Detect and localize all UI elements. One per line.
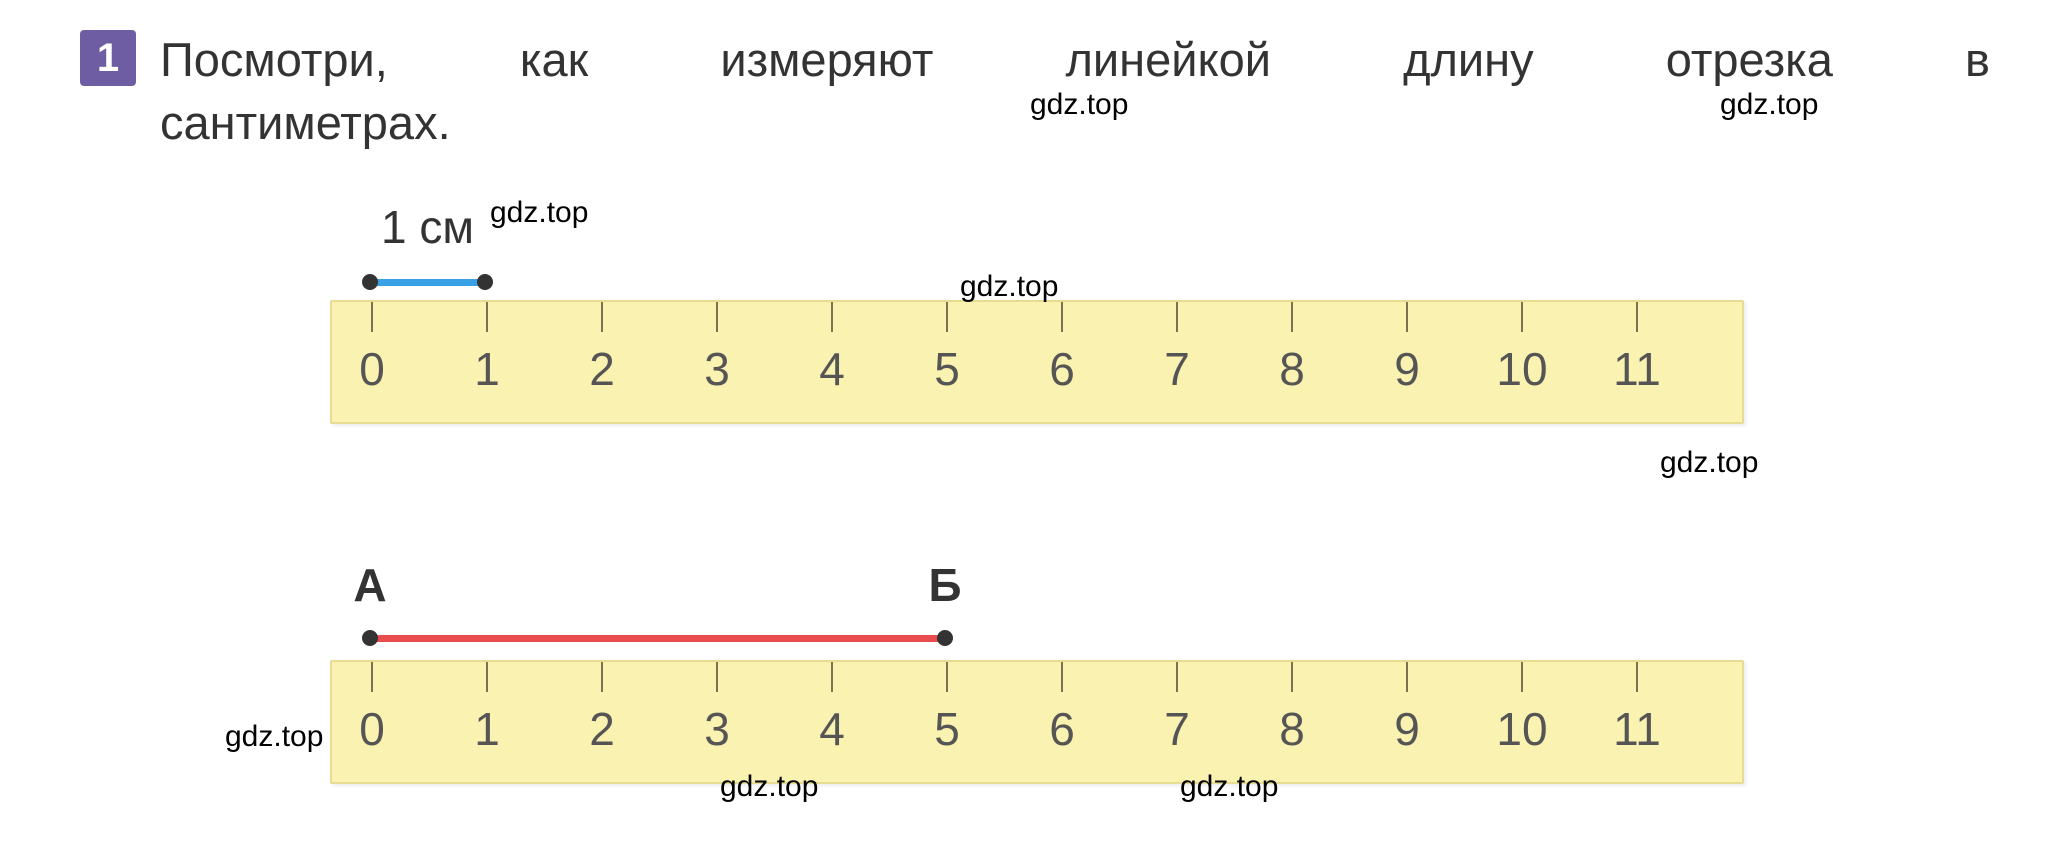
ruler-2: 0 1 2 3 4 5 6 7 8 9 10 11	[330, 660, 1744, 784]
ruler-tick	[1291, 302, 1293, 332]
task-text: Посмотри, как измеряют линейкой длину от…	[160, 28, 1988, 155]
ruler-tick-label: 9	[1394, 342, 1420, 396]
ruler-tick	[1521, 302, 1523, 332]
ruler-tick-label: 10	[1496, 342, 1547, 396]
task-word: как	[520, 28, 588, 91]
segment-endpoint-label-a: А	[353, 558, 386, 612]
watermark-text: gdz.top	[960, 270, 1058, 304]
ruler-tick-label: 10	[1496, 702, 1547, 756]
task-word: в	[1965, 28, 1990, 91]
ruler-tick-label: 7	[1164, 702, 1190, 756]
ruler-tick-label: 9	[1394, 702, 1420, 756]
ruler-tick	[946, 302, 948, 332]
ruler-tick	[716, 662, 718, 692]
ruler-body: 0 1 2 3 4 5 6 7 8 9 10 11	[330, 300, 1744, 424]
task-line1: Посмотри, как измеряют линейкой длину от…	[160, 28, 1990, 91]
ruler-tick	[831, 302, 833, 332]
ruler-tick	[371, 302, 373, 332]
ruler-tick-label: 3	[704, 702, 730, 756]
ruler-tick-label: 6	[1049, 342, 1075, 396]
watermark-text: gdz.top	[1660, 446, 1758, 480]
ruler-tick	[1636, 662, 1638, 692]
watermark-text: gdz.top	[225, 720, 323, 754]
ruler-tick	[601, 302, 603, 332]
unit-segment-line	[370, 279, 485, 286]
task-word: измеряют	[720, 28, 933, 91]
ruler-tick	[831, 662, 833, 692]
ruler-tick-label: 6	[1049, 702, 1075, 756]
unit-length-label: 1 см	[381, 200, 474, 254]
segment-endpoint-label-b: Б	[928, 558, 961, 612]
ruler-tick	[946, 662, 948, 692]
ruler-tick-label: 1	[474, 342, 500, 396]
task-line2: сантиметрах.	[160, 91, 1988, 154]
segment-ab-endpoint	[937, 630, 953, 646]
ruler-tick-label: 0	[359, 702, 385, 756]
page: 1 Посмотри, как измеряют линейкой длину …	[0, 0, 2048, 858]
ruler-tick-label: 0	[359, 342, 385, 396]
ruler-tick	[601, 662, 603, 692]
ruler-tick-label: 2	[589, 702, 615, 756]
task-word: Посмотри,	[160, 28, 388, 91]
ruler-tick-label: 2	[589, 342, 615, 396]
task-word: длину	[1403, 28, 1534, 91]
ruler-tick	[1291, 662, 1293, 692]
segment-ab-line	[370, 635, 945, 642]
ruler-tick-label: 4	[819, 702, 845, 756]
watermark-text: gdz.top	[490, 196, 588, 230]
ruler-tick	[1061, 302, 1063, 332]
ruler-tick-label: 3	[704, 342, 730, 396]
ruler-tick	[1176, 302, 1178, 332]
ruler-tick	[486, 302, 488, 332]
ruler-tick	[1061, 662, 1063, 692]
ruler-tick-label: 4	[819, 342, 845, 396]
ruler-tick	[1176, 662, 1178, 692]
ruler-tick-label: 11	[1613, 702, 1661, 756]
ruler-tick	[371, 662, 373, 692]
unit-segment-endpoint	[477, 274, 493, 290]
ruler-tick	[486, 662, 488, 692]
ruler-tick	[1636, 302, 1638, 332]
ruler-tick-label: 5	[934, 702, 960, 756]
ruler-tick	[1521, 662, 1523, 692]
ruler-tick-label: 1	[474, 702, 500, 756]
ruler-tick-label: 7	[1164, 342, 1190, 396]
ruler-tick	[1406, 302, 1408, 332]
unit-segment-endpoint	[362, 274, 378, 290]
ruler-1: 0 1 2 3 4 5 6 7 8 9 10 11	[330, 300, 1744, 424]
task-word: отрезка	[1666, 28, 1833, 91]
ruler-tick-label: 11	[1613, 342, 1661, 396]
task-number-badge: 1	[80, 30, 136, 86]
ruler-body: 0 1 2 3 4 5 6 7 8 9 10 11	[330, 660, 1744, 784]
task-word: линейкой	[1065, 28, 1271, 91]
ruler-tick-label: 8	[1279, 342, 1305, 396]
ruler-tick	[1406, 662, 1408, 692]
ruler-tick-label: 5	[934, 342, 960, 396]
segment-ab-endpoint	[362, 630, 378, 646]
ruler-tick-label: 8	[1279, 702, 1305, 756]
ruler-tick	[716, 302, 718, 332]
